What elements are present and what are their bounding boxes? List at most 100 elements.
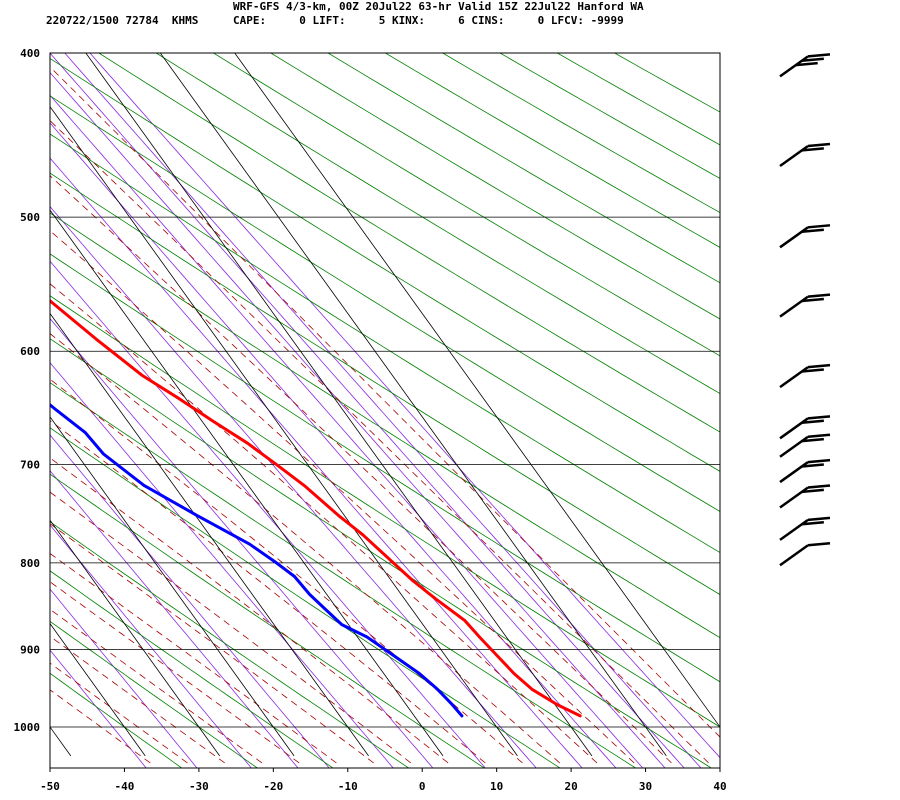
dry-adiabat (50, 212, 720, 639)
background-lines (50, 53, 720, 768)
moist-adiabat (50, 283, 598, 764)
isotherm (159, 53, 667, 757)
station-info: 220722/1500 72784 KHMS (46, 14, 199, 27)
mixing-ratio-line (64, 53, 702, 768)
wind-barb (779, 142, 831, 168)
wind-barb (779, 484, 831, 509)
wind-barb (779, 516, 831, 541)
mixing-ratio-line (50, 588, 198, 768)
wind-barb (779, 53, 831, 78)
wind-barb-flag (807, 433, 831, 439)
wind-barb-flag (801, 147, 824, 152)
dry-adiabat (50, 57, 720, 472)
stability-indices: CAPE: 0 LIFT: 5 KINX: 6 CINS: 0 LFCV: -9… (233, 14, 624, 27)
pressure-tick-label: 600 (20, 345, 40, 358)
temperature-tick-label: 10 (490, 780, 503, 793)
dry-adiabat (50, 672, 183, 768)
wind-barb-flag (801, 297, 824, 303)
isotherm (234, 53, 720, 728)
mixing-ratio-line (50, 157, 583, 768)
dry-adiabat (50, 253, 720, 683)
isotherm (50, 416, 295, 757)
dry-adiabat (50, 521, 410, 768)
dry-adiabat (270, 53, 720, 320)
isotherm (50, 622, 146, 757)
dry-adiabat (556, 53, 720, 146)
mixing-ratio-line (50, 524, 252, 768)
temperature-profile (50, 298, 582, 718)
dry-adiabat (50, 473, 486, 768)
dry-adiabat (50, 427, 561, 768)
moist-adiabat (50, 66, 720, 738)
mixing-ratio-line (89, 53, 720, 759)
pressure-tick-label: 700 (20, 459, 40, 472)
wind-barb-flag (801, 520, 824, 526)
wind-barb (779, 293, 831, 318)
dry-adiabat (50, 295, 720, 728)
wind-barb-flag (807, 363, 831, 369)
mixing-ratio-line (50, 434, 330, 768)
mixing-ratio-line (50, 649, 147, 768)
pressure-tick-label: 400 (20, 47, 40, 60)
moist-adiabat (50, 378, 523, 764)
temperature-tick-label: -40 (115, 780, 135, 793)
pressure-tick-label: 900 (20, 643, 40, 656)
moist-adiabat (50, 230, 635, 764)
temperature-tick-label: 20 (564, 780, 577, 793)
wind-barb (779, 458, 831, 484)
mixing-ratio-line (50, 205, 537, 768)
dry-adiabat (327, 53, 720, 284)
dry-adiabat (384, 53, 720, 248)
wind-barb-flag (795, 61, 818, 67)
wind-barb-flag (801, 419, 824, 424)
wind-barb-flag (807, 542, 831, 547)
moist-adiabat (50, 457, 449, 764)
wind-barbs (779, 53, 831, 567)
wind-barb-flag (801, 228, 824, 233)
mixing-ratio-line (50, 53, 685, 768)
temperature-tick-label: 0 (419, 780, 426, 793)
mixing-ratio-line (50, 362, 394, 768)
dry-adiabat (50, 382, 637, 768)
dry-adiabat (50, 95, 720, 512)
isotherm (50, 209, 444, 757)
wind-barb-flag (807, 293, 831, 298)
dry-adiabat (155, 53, 720, 395)
isotherm (50, 312, 369, 757)
wind-barb-flag (807, 458, 831, 464)
wind-barb (779, 415, 831, 440)
isotherm (50, 105, 518, 757)
wind-barb (779, 224, 831, 249)
wind-barb-flag (801, 463, 824, 468)
isotherm (85, 53, 593, 757)
wind-barb-flag (807, 53, 831, 58)
dry-adiabat (499, 53, 720, 179)
mixing-ratio-line (50, 122, 617, 768)
wind-barb (779, 542, 831, 567)
pressure-tick-label: 800 (20, 557, 40, 570)
temperature-tick-label: -50 (40, 780, 60, 793)
wind-barb-staff (779, 544, 809, 567)
dry-adiabat (50, 338, 713, 768)
moist-adiabat (50, 333, 560, 764)
dry-adiabat (50, 570, 334, 768)
mixing-ratio-line (50, 470, 299, 768)
wind-barb-flag (807, 224, 831, 229)
wind-barb-flag (807, 142, 831, 148)
temperature-tick-label: -20 (263, 780, 283, 793)
isotherm (50, 519, 220, 757)
dry-adiabat (50, 172, 720, 596)
pressure-tick-label: 1000 (14, 721, 41, 734)
wind-barb-flag (801, 57, 824, 63)
dry-adiabat (50, 620, 259, 768)
temperature-tick-label: 40 (713, 780, 726, 793)
temperature-tick-label: -10 (338, 780, 358, 793)
dewpoint-profile (50, 402, 464, 718)
pressure-tick-label: 500 (20, 211, 40, 224)
dry-adiabat (50, 133, 720, 554)
wind-barb (779, 363, 831, 389)
mixing-ratio-line (50, 318, 434, 768)
wind-barb-flag (807, 484, 831, 489)
moist-adiabat (50, 120, 709, 764)
